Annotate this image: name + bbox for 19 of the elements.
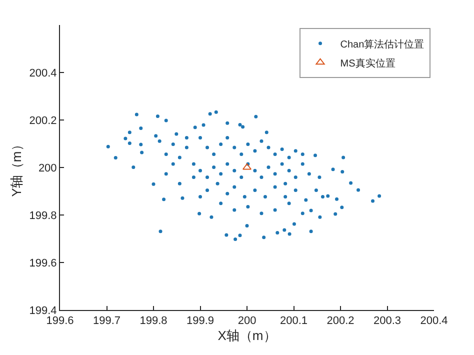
x-tick-label: 200	[238, 315, 256, 328]
x-tick-label: 199.6	[46, 315, 74, 328]
y-tick-label: 199.4	[29, 304, 57, 317]
x-tick-label: 200.1	[280, 315, 308, 328]
legend-label: Chan算法估计位置	[340, 38, 424, 50]
x-axis-title: X轴（m）	[218, 328, 276, 343]
y-tick-label: 199.6	[29, 257, 57, 270]
y-tick-label: 200	[38, 162, 57, 174]
x-tick-label: 200.2	[326, 315, 354, 328]
y-axis-title: Y轴（m）	[9, 138, 24, 197]
x-tick-label: 199.8	[140, 315, 168, 328]
x-tick-label: 199.7	[92, 315, 121, 328]
x-tick-label: 200.3	[373, 315, 402, 328]
x-tick-label: 199.9	[186, 315, 214, 328]
x-tick-label: 200.4	[420, 315, 448, 328]
y-tick-label: 200.2	[29, 114, 57, 127]
legend-label: MS真实位置	[340, 57, 396, 70]
y-tick-label: 200.4	[29, 67, 57, 80]
y-tick-label: 199.8	[29, 210, 57, 222]
